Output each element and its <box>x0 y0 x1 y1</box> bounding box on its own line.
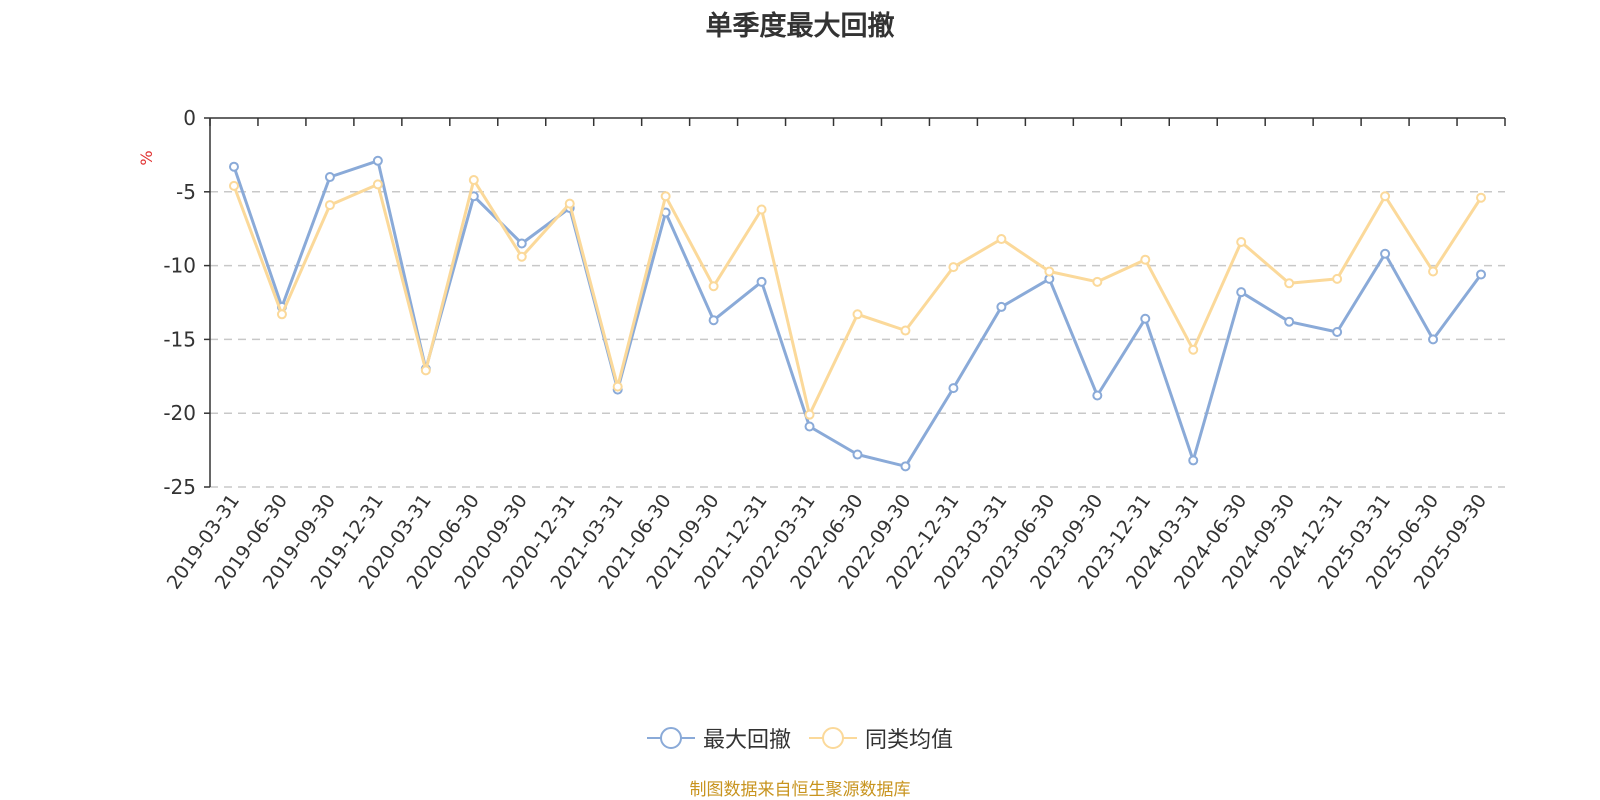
series-1-point <box>1140 254 1151 265</box>
series-0-point <box>852 449 863 460</box>
series-1-point <box>468 174 479 185</box>
series-1-point <box>1476 192 1487 203</box>
series-1-point <box>660 191 671 202</box>
series-0-point <box>996 301 1007 312</box>
legend-item-max-drawdown[interactable]: 最大回撤 <box>646 722 791 754</box>
series-1-point <box>1188 344 1199 355</box>
axis-layer: 0-5-10-15-20-252019-03-312019-06-302019-… <box>163 106 1506 593</box>
series-1-point <box>324 200 335 211</box>
series-1-point <box>708 281 719 292</box>
series-1-point <box>564 198 575 209</box>
y-tick-label: -20 <box>163 401 196 425</box>
series-0-point <box>1428 334 1439 345</box>
series-1-point <box>1332 273 1343 284</box>
y-axis-label: % <box>137 150 156 165</box>
series-0-point <box>1284 316 1295 327</box>
series-1-point <box>228 180 239 191</box>
legend-label: 最大回撤 <box>702 728 791 753</box>
series-0-point <box>1188 455 1199 466</box>
y-tick-label: 0 <box>183 106 196 130</box>
series-1-point <box>996 234 1007 245</box>
legend-label: 同类均值 <box>865 728 954 753</box>
series-1-point <box>276 309 287 320</box>
series-0-point <box>228 161 239 172</box>
series-1-point <box>516 251 527 262</box>
series-1-point <box>756 204 767 215</box>
series-0-point <box>1332 327 1343 338</box>
series-1-point <box>612 381 623 392</box>
series-0-point <box>804 421 815 432</box>
y-tick-label: -5 <box>176 180 196 204</box>
series-1-point <box>948 262 959 273</box>
series-0-point <box>372 155 383 166</box>
y-tick-label: -15 <box>163 327 196 351</box>
series-0-point <box>756 276 767 287</box>
legend-line-circle-icon <box>809 727 857 749</box>
legend-item-peer-average[interactable]: 同类均值 <box>809 722 953 754</box>
legend-line-circle-icon <box>646 727 695 749</box>
series-1-point <box>1428 266 1439 277</box>
grid-layer <box>210 191 1505 488</box>
series-0-point <box>1092 390 1103 401</box>
series-1-point <box>804 409 815 420</box>
series-1-point <box>1092 276 1103 287</box>
series-0-point <box>1476 269 1487 280</box>
series-1-point <box>1284 278 1295 289</box>
series-0-point <box>948 383 959 394</box>
series-1-point <box>420 365 431 376</box>
series-1-point <box>852 309 863 320</box>
series-1-point <box>1044 266 1055 277</box>
y-tick-label: -25 <box>163 475 196 499</box>
series-0-point <box>1236 287 1247 298</box>
series-1-point <box>900 325 911 336</box>
series-0-point <box>1380 248 1391 259</box>
chart-title: 单季度最大回撤 <box>705 11 895 42</box>
series-1-point <box>1380 191 1391 202</box>
y-tick-label: -10 <box>163 254 196 278</box>
data-source-note: 制图数据来自恒生聚源数据库 <box>689 780 911 800</box>
series-0-point <box>900 461 911 472</box>
series-layer <box>228 155 1487 472</box>
series-line-1 <box>232 178 1483 417</box>
series-0-point <box>324 172 335 183</box>
series-0-point <box>1140 313 1151 324</box>
series-0-point <box>516 238 527 249</box>
series-1-point <box>1236 236 1247 247</box>
legend: 最大回撤 同类均值 <box>0 722 1600 754</box>
series-0-point <box>708 315 719 326</box>
series-1-point <box>372 179 383 190</box>
